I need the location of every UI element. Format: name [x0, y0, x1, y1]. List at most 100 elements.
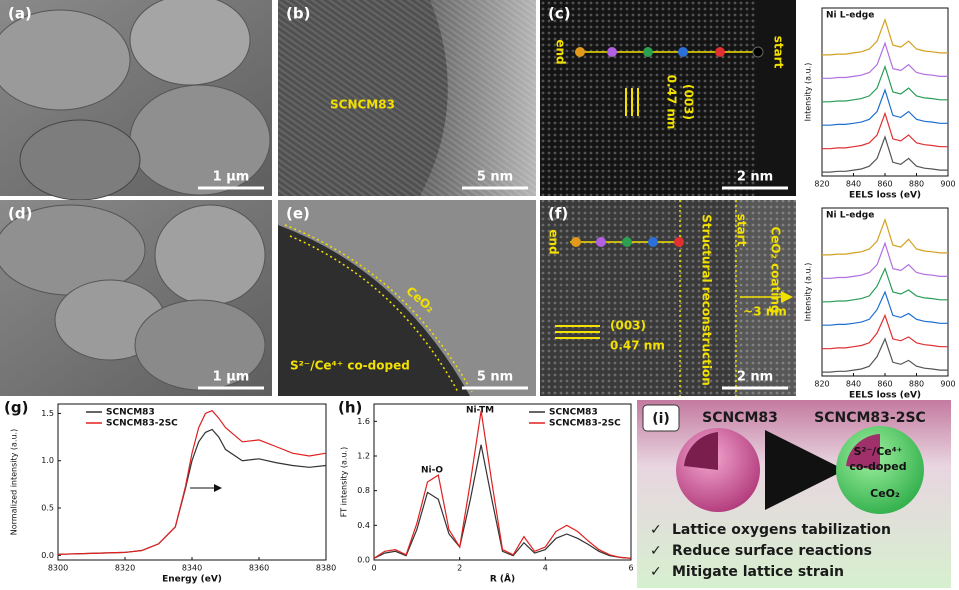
x-tick-label: 8300: [48, 564, 68, 573]
annotation: Ni-O: [421, 466, 443, 476]
x-tick-label: 900: [940, 180, 955, 189]
annotation: end: [554, 39, 568, 64]
check: ✓: [650, 522, 662, 538]
x-axis-label: R (Å): [490, 574, 515, 585]
scale-label: 1 μm: [213, 170, 250, 185]
data-line: [822, 266, 948, 303]
panel-label: (b): [286, 5, 310, 23]
data-line: [822, 337, 948, 373]
panel-b: (b) SCNCM83 5 nm: [278, 0, 536, 196]
y-tick-label: 0.5: [41, 504, 54, 513]
x-tick-label: 880: [909, 180, 924, 189]
scale-label: 5 nm: [477, 170, 513, 185]
panel-a: (a) 1 μm: [0, 0, 272, 201]
panel-label: (i): [652, 411, 670, 427]
data-line: [57, 428, 327, 555]
x-tick-label: 8380: [316, 564, 336, 573]
scale-label: 2 nm: [737, 170, 773, 185]
x-tick-label: 0: [371, 564, 376, 573]
annotation: end: [547, 229, 561, 254]
data-line: [822, 88, 948, 126]
annotation: Ni L-edge: [826, 11, 874, 21]
legend-label: SCNCM83: [549, 408, 598, 418]
check: ✓: [650, 564, 662, 580]
x-tick-label: 860: [877, 180, 892, 189]
y-tick-label: 1.2: [357, 452, 370, 461]
annotation: Ni L-edge: [826, 211, 874, 221]
y-axis-label: FT intensity (a.u.): [340, 447, 349, 517]
x-tick-label: 860: [877, 380, 892, 389]
x-tick-label: 900: [940, 380, 955, 389]
scale-label: 1 μm: [213, 370, 250, 385]
x-tick-label: 840: [846, 180, 861, 189]
legend-label: SCNCM83: [106, 408, 155, 418]
data-line: [822, 135, 948, 173]
annotation: S²⁻/Ce⁴⁺: [854, 445, 903, 458]
x-axis-label: EELS loss (eV): [849, 391, 921, 401]
x-tick-label: 820: [814, 180, 829, 189]
y-tick-label: 1.5: [41, 409, 54, 418]
check: ✓: [650, 543, 662, 559]
x-tick-label: 8320: [115, 564, 135, 573]
panel-d: (d) 1 μm: [0, 200, 272, 396]
x-axis-label: Energy (eV): [162, 575, 222, 585]
data-line: [822, 64, 948, 103]
annotation: 0.47 nm: [665, 75, 679, 130]
x-tick-label: 820: [814, 380, 829, 389]
panel-label: (g): [4, 399, 28, 417]
annotation: SCNCM83: [330, 98, 395, 112]
panel-label: (a): [8, 5, 32, 23]
y-tick-label: 0.0: [41, 551, 54, 560]
data-line: [57, 409, 327, 555]
data-line: [822, 313, 948, 350]
data-line: [822, 17, 948, 56]
y-tick-label: 0.0: [357, 556, 370, 565]
data-line: [373, 444, 632, 559]
legend-label: SCNCM83-2SC: [106, 419, 178, 429]
annotation: start: [735, 214, 749, 247]
legend-label: SCNCM83-2SC: [549, 419, 621, 429]
annotation: S²⁻/Ce⁴⁺ co-doped: [290, 359, 410, 373]
annotation: 0.47 nm: [610, 339, 665, 353]
data-line: [822, 290, 948, 326]
annotation: start: [772, 36, 786, 69]
bullet: Mitigate lattice strain: [672, 564, 844, 580]
x-tick-label: 8340: [182, 564, 202, 573]
y-tick-label: 1.0: [41, 456, 54, 465]
data-line: [822, 241, 948, 279]
x-tick-label: 4: [543, 564, 548, 573]
annotation: co-doped: [849, 460, 906, 473]
y-axis-label: Intensity (a.u.): [804, 63, 813, 122]
plot-frame: [57, 403, 327, 561]
y-tick-label: 0.4: [357, 521, 370, 530]
annotation: ~3 nm: [743, 305, 787, 319]
x-axis-label: EELS loss (eV): [849, 191, 921, 201]
panel-f: (f) end start Structural reconstruction …: [540, 200, 796, 396]
bullet: Lattice oxygens tabilization: [672, 522, 891, 538]
annotation: Ni-TM: [466, 406, 494, 416]
x-tick-label: 8360: [249, 564, 269, 573]
data-line: [373, 410, 632, 559]
x-tick-label: 2: [457, 564, 462, 573]
panel-label: (e): [286, 205, 310, 223]
panel-i: (i) SCNCM83 SCNCM83-2SC S²⁻/Ce⁴⁺ co-dope…: [637, 400, 951, 588]
panel-label: (c): [548, 5, 571, 23]
panel-label: (d): [8, 205, 32, 223]
scale-label: 2 nm: [737, 370, 773, 385]
annotation: (003): [682, 84, 696, 120]
data-line: [822, 41, 948, 79]
annotation: CeO₂ coating: [769, 226, 783, 313]
x-tick-label: 840: [846, 380, 861, 389]
sample-name: SCNCM83-2SC: [814, 410, 926, 426]
plot-frame: [373, 403, 632, 561]
data-line: [822, 217, 948, 256]
sample-name: SCNCM83: [702, 410, 778, 426]
scale-label: 5 nm: [477, 370, 513, 385]
bullet: Reduce surface reactions: [672, 543, 872, 559]
x-tick-label: 880: [909, 380, 924, 389]
y-tick-label: 1.6: [357, 417, 370, 426]
annotation: (003): [610, 319, 646, 333]
y-tick-label: 0.8: [357, 486, 370, 495]
panel-e: (e) CeO₂ S²⁻/Ce⁴⁺ co-doped 5 nm: [278, 200, 536, 396]
